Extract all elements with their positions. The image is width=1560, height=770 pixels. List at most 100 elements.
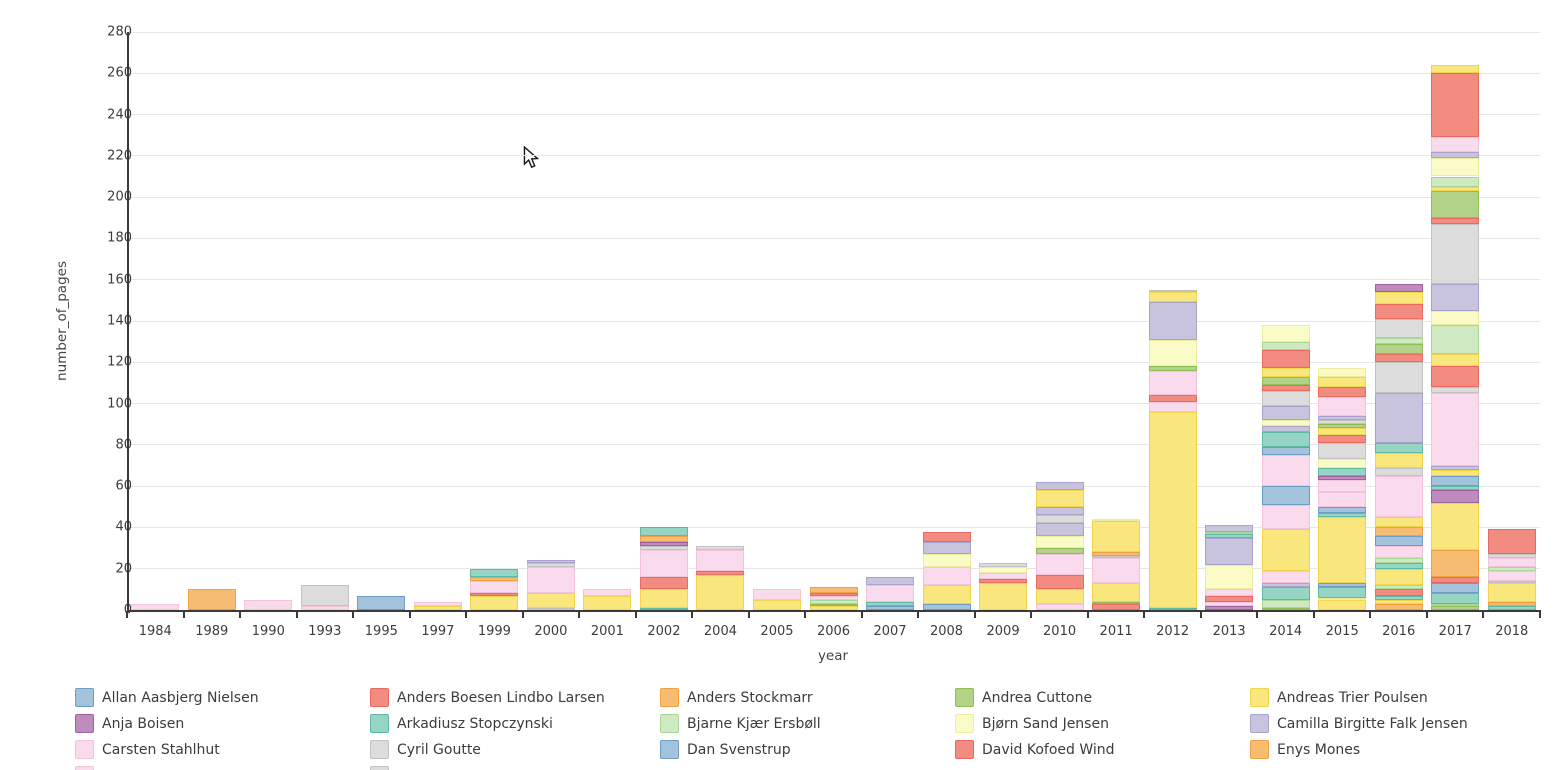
bar-segment[interactable] — [470, 568, 519, 577]
bar-segment[interactable] — [1205, 564, 1254, 590]
bar-segment[interactable] — [583, 589, 632, 596]
bar-segment[interactable] — [1431, 157, 1480, 177]
bar-segment[interactable] — [1261, 583, 1310, 588]
bar-segment[interactable] — [1431, 366, 1480, 388]
bar-segment[interactable] — [131, 603, 180, 610]
bar-segment[interactable] — [1374, 558, 1423, 563]
bar-segment[interactable] — [357, 595, 406, 610]
bar-segment[interactable] — [1318, 475, 1367, 480]
bar-segment[interactable] — [809, 595, 858, 600]
bar-segment[interactable] — [1374, 595, 1423, 600]
bar-segment[interactable] — [752, 599, 801, 610]
bar-segment[interactable] — [470, 593, 519, 596]
legend-item[interactable]: Dan Svenstrup — [660, 740, 791, 759]
bar-segment[interactable] — [696, 570, 745, 575]
bar-segment[interactable] — [1431, 605, 1480, 610]
bar-segment[interactable] — [1261, 405, 1310, 421]
bar-segment[interactable] — [1487, 558, 1536, 567]
bar-segment[interactable] — [809, 605, 858, 610]
bar-segment[interactable] — [1374, 442, 1423, 454]
bar-segment[interactable] — [1092, 552, 1141, 557]
bar-segment[interactable] — [1431, 593, 1480, 604]
bar-segment[interactable] — [1092, 556, 1141, 559]
bar-segment[interactable] — [1318, 479, 1367, 493]
bar-segment[interactable] — [1374, 343, 1423, 355]
bar-segment[interactable] — [696, 550, 745, 571]
bar-segment[interactable] — [696, 546, 745, 551]
bar-segment[interactable] — [1092, 583, 1141, 602]
bar-segment[interactable] — [1431, 486, 1480, 491]
bar-segment[interactable] — [1431, 550, 1480, 577]
bar-segment[interactable] — [1318, 415, 1367, 421]
legend-item[interactable]: David Kofoed Wind — [955, 740, 1115, 759]
bar-segment[interactable] — [1261, 486, 1310, 505]
bar-segment[interactable] — [1374, 393, 1423, 443]
bar-segment[interactable] — [922, 585, 971, 604]
bar-segment[interactable] — [1318, 424, 1367, 429]
bar-segment[interactable] — [1431, 65, 1480, 74]
legend-item[interactable]: Bjørn Sand Jensen — [955, 714, 1109, 733]
bar-segment[interactable] — [1205, 589, 1254, 596]
bar-segment[interactable] — [809, 599, 858, 604]
bar-segment[interactable] — [1205, 595, 1254, 602]
bar-segment[interactable] — [1035, 523, 1084, 536]
bar-segment[interactable] — [1431, 603, 1480, 606]
bar-segment[interactable] — [639, 527, 688, 536]
bar-segment[interactable] — [1374, 362, 1423, 394]
legend-item[interactable]: Enys Mones — [1250, 740, 1360, 759]
bar-segment[interactable] — [1374, 527, 1423, 536]
bar-segment[interactable] — [1431, 583, 1480, 594]
bar-segment[interactable] — [809, 593, 858, 596]
bar-segment[interactable] — [1035, 535, 1084, 549]
bar-segment[interactable] — [470, 576, 519, 582]
legend-item[interactable]: Anders Stockmarr — [660, 688, 813, 707]
bar-segment[interactable] — [922, 603, 971, 610]
bar-segment[interactable] — [1261, 341, 1310, 350]
bar-segment[interactable] — [1374, 304, 1423, 319]
bar-segment[interactable] — [979, 583, 1028, 610]
bar-segment[interactable] — [1374, 603, 1423, 610]
bar-segment[interactable] — [1261, 455, 1310, 487]
legend-item[interactable]: Arkadiusz Stopczynski — [370, 714, 553, 733]
bar-segment[interactable] — [922, 541, 971, 555]
bar-segment[interactable] — [1035, 589, 1084, 604]
bar-segment[interactable] — [1318, 512, 1367, 518]
bar-segment[interactable] — [639, 589, 688, 608]
bar-segment[interactable] — [1318, 467, 1367, 476]
bar-segment[interactable] — [696, 574, 745, 610]
bar-segment[interactable] — [1318, 420, 1367, 425]
bar-segment[interactable] — [1487, 529, 1536, 555]
bar-segment[interactable] — [1261, 349, 1310, 369]
bar-segment[interactable] — [1318, 368, 1367, 377]
legend-item[interactable]: Anja Boisen — [75, 714, 184, 733]
bar-segment[interactable] — [526, 607, 575, 610]
bar-segment[interactable] — [1205, 525, 1254, 532]
bar-segment[interactable] — [1148, 411, 1197, 608]
bar-segment[interactable] — [1035, 603, 1084, 610]
bar-segment[interactable] — [1205, 605, 1254, 610]
bar-segment[interactable] — [1148, 401, 1197, 412]
bar-segment[interactable] — [1261, 529, 1310, 571]
bar-segment[interactable] — [1431, 73, 1480, 138]
bar-segment[interactable] — [639, 535, 688, 542]
bar-segment[interactable] — [1431, 223, 1480, 284]
bar-segment[interactable] — [1318, 517, 1367, 584]
bar-segment[interactable] — [1035, 482, 1084, 491]
bar-segment[interactable] — [1035, 554, 1084, 575]
bar-segment[interactable] — [1374, 568, 1423, 586]
bar-segment[interactable] — [1431, 186, 1480, 191]
bar-segment[interactable] — [639, 550, 688, 577]
bar-segment[interactable] — [979, 579, 1028, 584]
bar-segment[interactable] — [1431, 325, 1480, 355]
bar-segment[interactable] — [1148, 339, 1197, 367]
bar-segment[interactable] — [1261, 607, 1310, 610]
bar-segment[interactable] — [1261, 426, 1310, 433]
bar-segment[interactable] — [1148, 302, 1197, 340]
bar-segment[interactable] — [1318, 506, 1367, 513]
bar-segment[interactable] — [1487, 583, 1536, 602]
bar-segment[interactable] — [1431, 310, 1480, 326]
bar-segment[interactable] — [1148, 607, 1197, 610]
bar-segment[interactable] — [1205, 533, 1254, 538]
legend-item[interactable]: Andrea Cuttone — [955, 688, 1092, 707]
bar-segment[interactable] — [526, 566, 575, 594]
